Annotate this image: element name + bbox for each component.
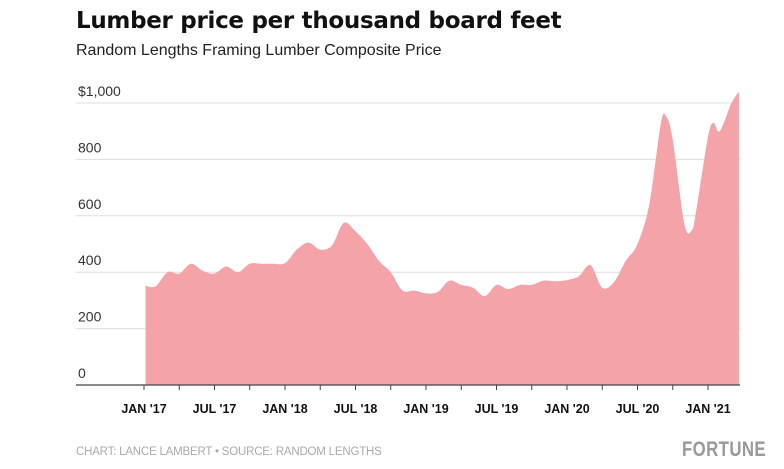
x-tick-label: JAN '19 xyxy=(403,402,448,416)
x-tick-label: JUL '19 xyxy=(475,402,519,416)
x-tick-label: JUL '18 xyxy=(334,402,378,416)
x-tick-label: JUL '17 xyxy=(193,402,237,416)
chart-credit: CHART: LANCE LAMBERT • SOURCE: RANDOM LE… xyxy=(76,446,382,458)
y-tick-label: 200 xyxy=(78,309,102,325)
chart-subtitle: Random Lengths Framing Lumber Composite … xyxy=(76,42,442,59)
x-tick-label: JAN '20 xyxy=(544,402,589,416)
y-tick-label: 400 xyxy=(78,252,102,268)
fortune-logo: FORTUNE xyxy=(682,438,766,461)
x-tick-label: JAN '17 xyxy=(121,402,166,416)
x-tick-label: JAN '18 xyxy=(262,402,307,416)
y-tick-label: 0 xyxy=(78,365,86,381)
price-area xyxy=(145,91,739,385)
y-tick-label: $1,000 xyxy=(78,83,121,99)
y-tick-label: 600 xyxy=(78,196,102,212)
x-tick-label: JUL '20 xyxy=(616,402,660,416)
x-tick-label: JAN '21 xyxy=(685,402,730,416)
chart-title: Lumber price per thousand board feet xyxy=(76,8,562,34)
y-tick-label: 800 xyxy=(78,139,102,155)
